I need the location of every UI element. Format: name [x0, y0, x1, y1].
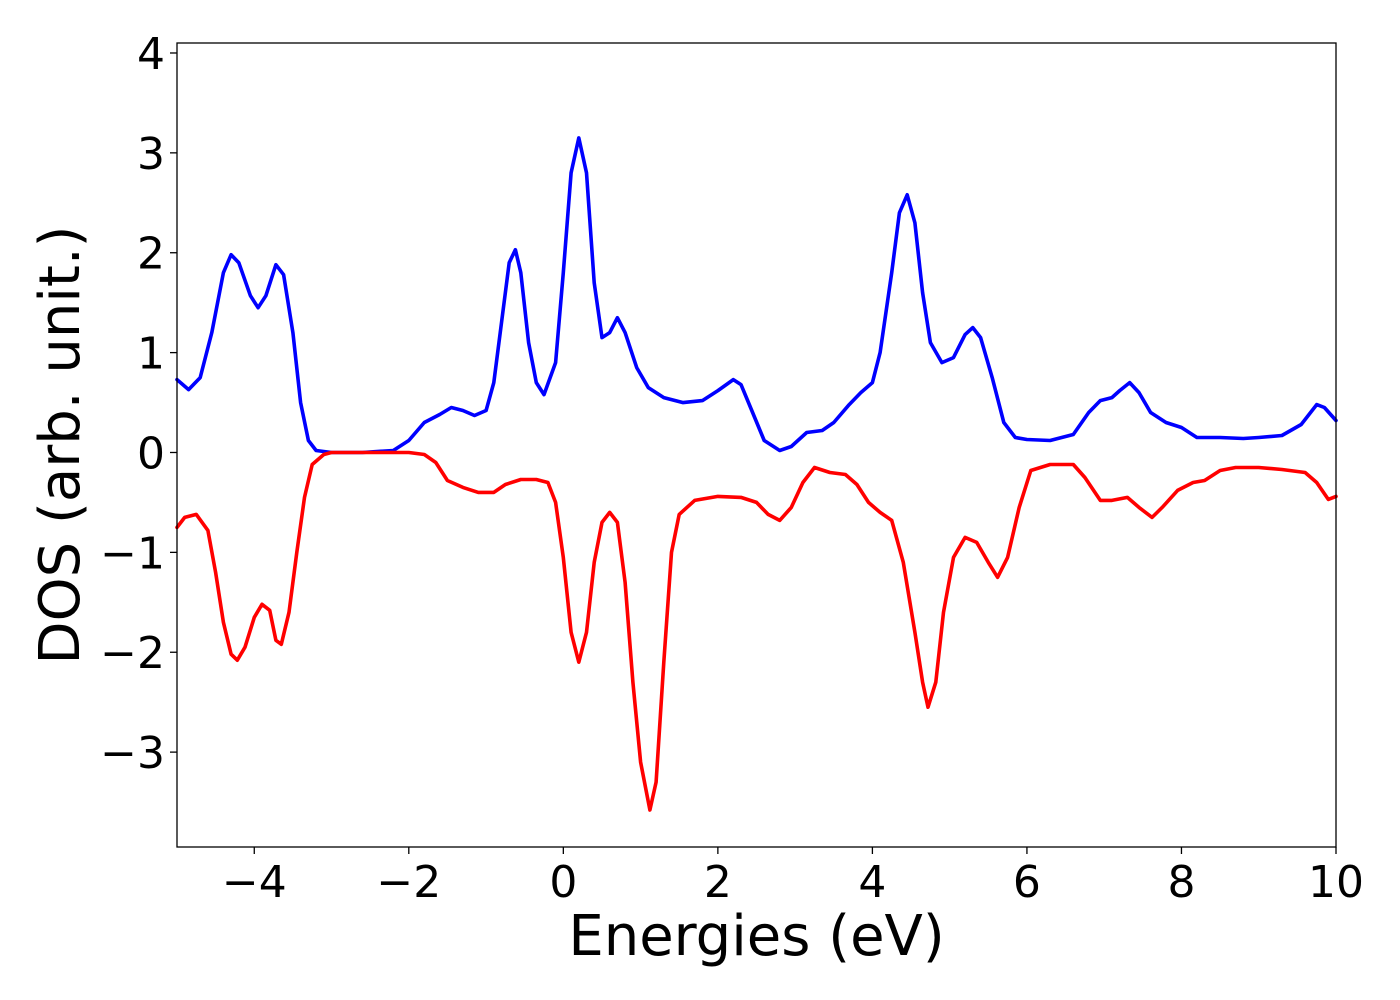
x-axis-label: Energies (eV): [568, 904, 944, 969]
x-tick-label: 2: [704, 857, 732, 908]
y-tick-label: 1: [137, 329, 165, 380]
series-line-2: [175, 450, 1338, 812]
series-line-1: [175, 136, 1338, 455]
x-tick-label: 4: [858, 857, 886, 908]
x-tick-label: 6: [1013, 857, 1041, 908]
y-tick-label: 3: [137, 129, 165, 180]
y-tick-label: 2: [137, 229, 165, 280]
x-tick-label: 8: [1167, 857, 1195, 908]
x-tick-label: −2: [376, 857, 441, 908]
y-tick-label: 4: [137, 29, 165, 80]
y-tick-label: −1: [100, 528, 165, 579]
y-tick-label: 0: [137, 428, 165, 479]
y-tick-label: −2: [100, 628, 165, 679]
x-tick-label: 10: [1308, 857, 1364, 908]
y-axis-label: DOS (arb. unit.): [28, 225, 93, 664]
plot-frame: [176, 42, 1337, 848]
x-tick-label: −4: [222, 857, 287, 908]
x-tick-label: 0: [549, 857, 577, 908]
x-axis-ticks: −4 −2 0 2 4 6 8 10: [222, 847, 1364, 908]
series-layer: [175, 136, 1338, 812]
y-axis-ticks: −3 −2 −1 0 1 2 3 4: [100, 29, 177, 779]
y-tick-label: −3: [100, 728, 165, 779]
